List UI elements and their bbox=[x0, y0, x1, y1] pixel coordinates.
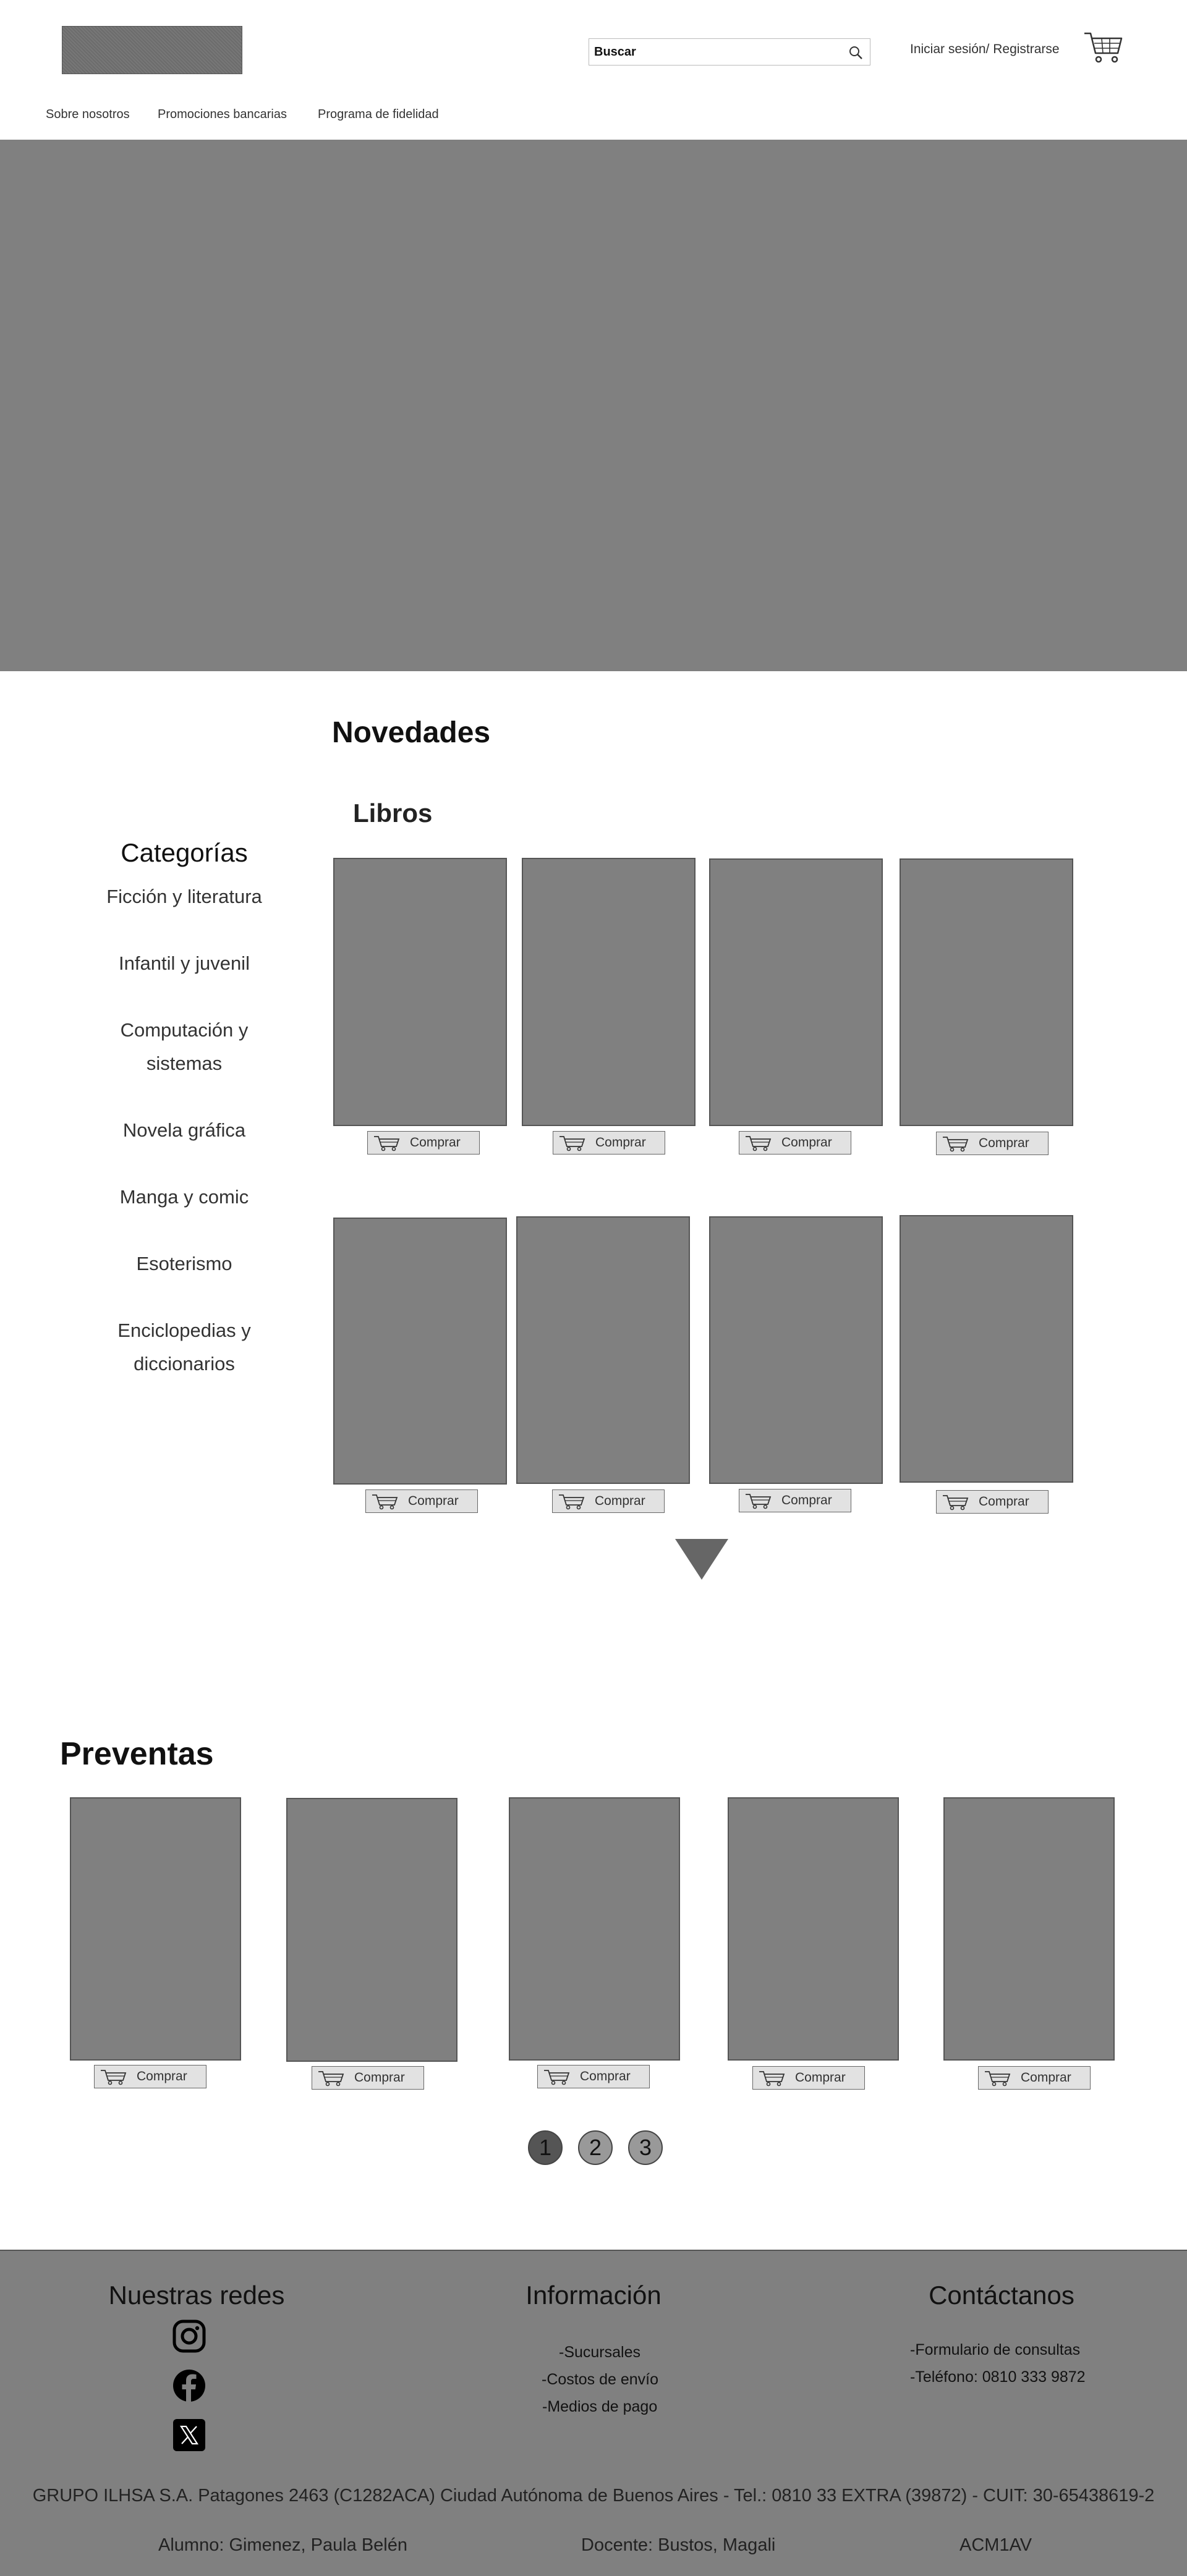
book-cover[interactable] bbox=[709, 858, 883, 1126]
nav-sobre-nosotros[interactable]: Sobre nosotros bbox=[46, 108, 130, 121]
footer-student: Alumno: Gimenez, Paula Belén bbox=[158, 2535, 407, 2555]
footer-link-costos-envio[interactable]: -Costos de envío bbox=[542, 2371, 658, 2388]
category-computacion[interactable]: Computación y sistemas bbox=[120, 1019, 249, 1074]
footer-info-title: Información bbox=[525, 2281, 662, 2310]
book-cover[interactable] bbox=[522, 858, 696, 1126]
footer-link-telefono[interactable]: -Teléfono: 0810 333 9872 bbox=[910, 2368, 1086, 2386]
category-novela-grafica[interactable]: Novela gráfica bbox=[122, 1119, 246, 1141]
search-box[interactable] bbox=[589, 38, 870, 66]
buy-label: Comprar bbox=[1021, 2070, 1071, 2085]
search-input[interactable] bbox=[594, 43, 841, 61]
search-icon[interactable] bbox=[848, 44, 864, 61]
show-more-arrow-icon[interactable] bbox=[675, 1539, 728, 1580]
buy-label: Comprar bbox=[137, 2069, 187, 2083]
footer-course: ACM1AV bbox=[959, 2535, 1032, 2555]
buy-button[interactable]: Comprar bbox=[978, 2066, 1091, 2090]
cart-icon bbox=[101, 2070, 127, 2085]
buy-button[interactable]: Comprar bbox=[365, 1489, 478, 1513]
cart-icon[interactable] bbox=[1083, 30, 1124, 64]
login-register-link[interactable]: Iniciar sesión/ Registrarse bbox=[910, 42, 1060, 56]
category-esoterismo[interactable]: Esoterismo bbox=[136, 1253, 232, 1274]
pagination-page-2[interactable]: 2 bbox=[578, 2130, 613, 2165]
buy-button[interactable]: Comprar bbox=[552, 1489, 665, 1513]
cart-icon bbox=[759, 2071, 785, 2087]
cart-icon bbox=[544, 2070, 570, 2085]
preorder-cover[interactable] bbox=[286, 1798, 457, 2062]
buy-label: Comprar bbox=[354, 2070, 405, 2085]
cart-icon bbox=[372, 1494, 398, 1510]
preorder-cover[interactable] bbox=[943, 1797, 1115, 2061]
book-cover[interactable] bbox=[516, 1216, 690, 1484]
nav-promociones-bancarias[interactable]: Promociones bancarias bbox=[158, 108, 287, 121]
cart-icon bbox=[943, 1137, 969, 1152]
cart-icon bbox=[746, 1494, 772, 1509]
pagination-page-1[interactable]: 1 bbox=[528, 2130, 563, 2165]
facebook-icon[interactable] bbox=[172, 2368, 206, 2403]
footer-link-sucursales[interactable]: -Sucursales bbox=[559, 2344, 640, 2361]
buy-label: Comprar bbox=[979, 1494, 1029, 1509]
cart-icon bbox=[318, 2071, 344, 2087]
buy-button[interactable]: Comprar bbox=[537, 2065, 650, 2088]
cart-icon bbox=[374, 1136, 400, 1151]
book-cover[interactable] bbox=[900, 1215, 1073, 1483]
site-footer bbox=[0, 2250, 1187, 2576]
book-cover[interactable] bbox=[333, 858, 507, 1126]
preorder-cover[interactable] bbox=[509, 1797, 680, 2061]
cart-icon bbox=[559, 1136, 585, 1151]
instagram-icon[interactable] bbox=[172, 2319, 206, 2354]
buy-button[interactable]: Comprar bbox=[936, 1132, 1049, 1155]
section-title-preventas: Preventas bbox=[60, 1736, 214, 1772]
footer-teacher: Docente: Bustos, Magali bbox=[581, 2535, 776, 2555]
buy-label: Comprar bbox=[410, 1135, 461, 1150]
cart-icon bbox=[943, 1495, 969, 1510]
category-infantil[interactable]: Infantil y juvenil bbox=[119, 952, 250, 974]
footer-contact-title: Contáctanos bbox=[929, 2281, 1074, 2310]
footer-legal-text: GRUPO ILHSA S.A. Patagones 2463 (C1282AC… bbox=[32, 2486, 1155, 2506]
buy-label: Comprar bbox=[408, 1494, 459, 1508]
footer-link-medios-pago[interactable]: -Medios de pago bbox=[542, 2398, 658, 2415]
section-subtitle-libros: Libros bbox=[353, 799, 433, 828]
buy-button[interactable]: Comprar bbox=[94, 2065, 206, 2088]
footer-social-title: Nuestras redes bbox=[108, 2281, 285, 2310]
buy-button[interactable]: Comprar bbox=[936, 1490, 1049, 1514]
cart-icon bbox=[746, 1136, 772, 1151]
categories-title: Categorías bbox=[121, 838, 248, 867]
preorder-cover[interactable] bbox=[728, 1797, 899, 2061]
cart-icon bbox=[985, 2071, 1011, 2087]
category-manga[interactable]: Manga y comic bbox=[119, 1186, 249, 1208]
book-cover[interactable] bbox=[709, 1216, 883, 1484]
book-cover[interactable] bbox=[333, 1218, 507, 1485]
footer-link-formulario[interactable]: -Formulario de consultas bbox=[910, 2341, 1081, 2358]
site-logo[interactable] bbox=[62, 26, 242, 74]
section-title-novedades: Novedades bbox=[332, 716, 491, 749]
buy-button[interactable]: Comprar bbox=[553, 1131, 665, 1155]
buy-button[interactable]: Comprar bbox=[752, 2066, 865, 2090]
nav-programa-fidelidad[interactable]: Programa de fidelidad bbox=[318, 108, 439, 121]
preorder-cover[interactable] bbox=[70, 1797, 241, 2061]
category-enciclopedias[interactable]: Enciclopedias y diccionarios bbox=[117, 1320, 251, 1375]
buy-label: Comprar bbox=[595, 1494, 645, 1508]
buy-button[interactable]: Comprar bbox=[739, 1489, 851, 1512]
x-icon[interactable] bbox=[173, 2419, 205, 2451]
buy-label: Comprar bbox=[781, 1493, 832, 1507]
category-ficcion[interactable]: Ficción y literatura bbox=[106, 886, 262, 907]
buy-button[interactable]: Comprar bbox=[312, 2066, 424, 2090]
buy-label: Comprar bbox=[595, 1135, 646, 1150]
buy-label: Comprar bbox=[781, 1135, 832, 1150]
buy-label: Comprar bbox=[795, 2070, 846, 2085]
buy-label: Comprar bbox=[979, 1136, 1029, 1150]
buy-button[interactable]: Comprar bbox=[367, 1131, 480, 1155]
pagination-page-3[interactable]: 3 bbox=[628, 2130, 663, 2165]
cart-icon bbox=[559, 1494, 585, 1510]
buy-label: Comprar bbox=[580, 2069, 631, 2083]
hero-banner[interactable] bbox=[0, 140, 1187, 671]
buy-button[interactable]: Comprar bbox=[739, 1131, 851, 1155]
book-cover[interactable] bbox=[900, 858, 1073, 1126]
